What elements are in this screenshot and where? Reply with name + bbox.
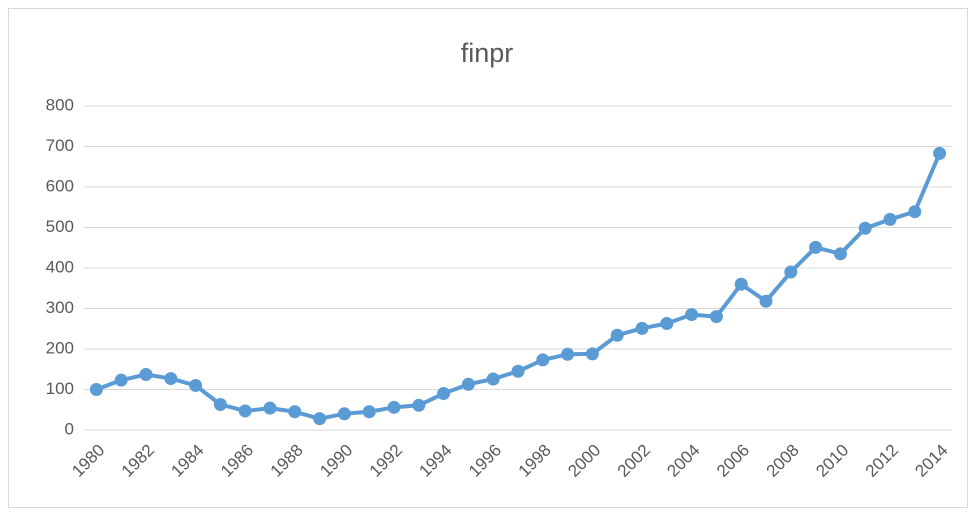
- data-point: [734, 277, 748, 291]
- y-tick-label: 300: [46, 298, 74, 317]
- data-point: [511, 364, 525, 378]
- data-point: [858, 221, 872, 235]
- data-point: [362, 405, 376, 419]
- y-tick-label: 100: [46, 379, 74, 398]
- data-point: [213, 397, 227, 411]
- data-point: [486, 372, 500, 386]
- data-point: [685, 308, 699, 322]
- data-point: [412, 398, 426, 412]
- y-tick-label: 700: [46, 136, 74, 155]
- data-point: [833, 247, 847, 261]
- y-tick-label: 400: [46, 257, 74, 276]
- y-tick-label: 200: [46, 338, 74, 357]
- data-point: [883, 212, 897, 226]
- chart-border: [8, 8, 968, 508]
- data-point: [189, 378, 203, 392]
- data-point: [585, 347, 599, 361]
- data-point: [933, 146, 947, 160]
- data-point: [89, 383, 103, 396]
- y-tick-label: 800: [46, 95, 74, 114]
- data-point: [561, 347, 575, 361]
- y-tick-label: 500: [46, 217, 74, 236]
- data-point: [536, 353, 550, 367]
- data-point: [238, 404, 252, 418]
- data-point: [164, 372, 178, 386]
- data-point: [759, 294, 773, 308]
- data-point: [610, 328, 624, 342]
- y-tick-label: 0: [65, 419, 74, 438]
- data-point: [263, 401, 277, 415]
- chart-title: finpr: [461, 38, 514, 68]
- data-point: [784, 265, 798, 279]
- data-point: [114, 373, 128, 387]
- data-point: [908, 205, 922, 219]
- data-point: [337, 407, 351, 421]
- data-point: [635, 321, 649, 335]
- data-point: [461, 377, 475, 391]
- data-point: [660, 316, 674, 330]
- data-point: [288, 405, 302, 419]
- data-point: [387, 400, 401, 414]
- data-point: [313, 412, 327, 426]
- data-point: [709, 310, 723, 324]
- data-point: [437, 387, 451, 401]
- data-point: [139, 368, 153, 382]
- data-point: [809, 240, 823, 254]
- y-tick-label: 600: [46, 176, 74, 195]
